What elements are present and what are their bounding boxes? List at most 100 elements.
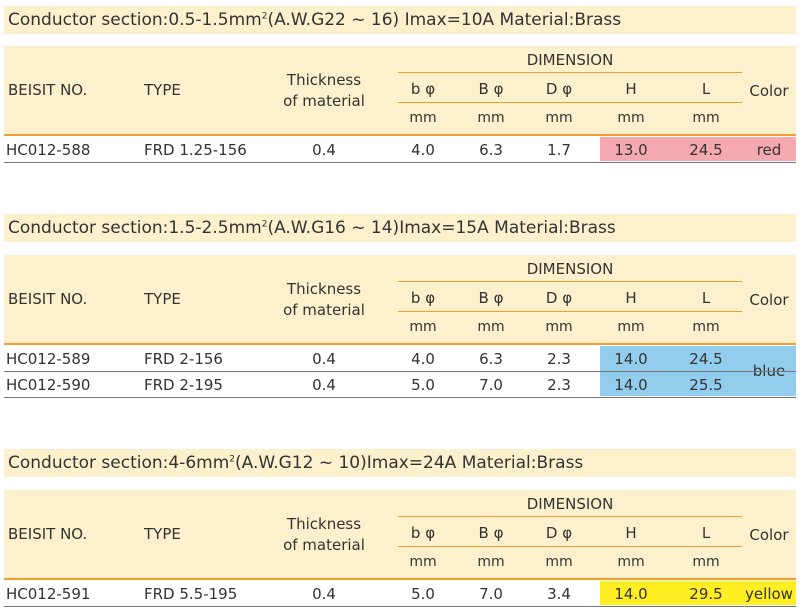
b-small-value: 4.0 — [411, 350, 435, 368]
spec-table: BEISIT NO. TYPE Thickness of material DIMENS… — [4, 255, 796, 398]
header-d: D φ — [545, 80, 573, 98]
type-code: FRD 5.5-195 — [144, 585, 238, 603]
thickness-value: 0.4 — [312, 585, 336, 603]
section-title-superscript: 2 — [261, 219, 268, 230]
b-large-value: 6.3 — [479, 350, 503, 368]
header-unit-mm: mm — [692, 110, 720, 126]
header-b-small: b φ — [410, 524, 436, 542]
dimension-divider — [398, 72, 742, 73]
d-value: 1.7 — [547, 141, 571, 159]
color-value: yellow — [745, 585, 793, 603]
type-code: FRD 1.25-156 — [144, 141, 247, 159]
l-value: 24.5 — [689, 141, 723, 159]
section-title: Conductor section:0.5-1.5mm2(A.W.G22 ~ 1… — [4, 6, 796, 34]
b-small-value: 5.0 — [411, 585, 435, 603]
header-thickness-line1: Thickness — [286, 280, 362, 298]
header-thickness-line2: of material — [283, 536, 365, 554]
b-small-value: 5.0 — [411, 376, 435, 394]
header-unit-mm: mm — [545, 110, 573, 126]
header-b-large: B φ — [478, 524, 504, 542]
section-title-rest: (A.W.G16 ~ 14)Imax=15A Material:Brass — [267, 218, 616, 238]
header-unit-mm: mm — [409, 554, 437, 570]
unit-divider — [398, 546, 742, 547]
header-d: D φ — [545, 524, 573, 542]
header-color: Color — [749, 82, 789, 100]
header-type: TYPE — [144, 525, 181, 543]
header-unit-mm: mm — [617, 554, 645, 570]
header-l: L — [701, 289, 711, 307]
section-title: Conductor section:4-6mm2(A.W.G12 ~ 10)Im… — [4, 449, 796, 477]
unit-divider — [398, 311, 742, 312]
section-title: Conductor section:1.5-2.5mm2(A.W.G16 ~ 1… — [4, 214, 796, 242]
header-b-large: B φ — [478, 289, 504, 307]
table-header-background — [4, 46, 796, 135]
header-b-small: b φ — [410, 80, 436, 98]
b-small-value: 4.0 — [411, 141, 435, 159]
beisit-number: HC012-588 — [6, 141, 91, 159]
header-thickness-line1: Thickness — [286, 71, 362, 89]
d-value: 2.3 — [547, 350, 571, 368]
header-unit-mm: mm — [477, 110, 505, 126]
header-unit-mm: mm — [409, 319, 437, 335]
section-title-text: Conductor section:0.5-1.5mm — [8, 10, 262, 30]
type-code: FRD 2-156 — [144, 350, 223, 368]
section-title-text: Conductor section:4-6mm — [8, 453, 230, 473]
thickness-value: 0.4 — [312, 376, 336, 394]
table-header-background — [4, 255, 796, 344]
spec-table: BEISIT NO. TYPE Thickness of material DIMENS… — [4, 46, 796, 163]
header-thickness-line2: of material — [283, 301, 365, 319]
header-h: H — [625, 289, 637, 307]
beisit-number: HC012-590 — [6, 376, 91, 394]
header-unit-mm: mm — [409, 110, 437, 126]
row-separator — [4, 606, 796, 607]
header-separator — [4, 134, 796, 136]
header-l: L — [701, 80, 711, 98]
header-dimension: DIMENSION — [526, 51, 614, 69]
h-value: 13.0 — [614, 141, 648, 159]
header-b-small: b φ — [410, 289, 436, 307]
header-color: Color — [749, 526, 789, 544]
dimension-divider — [398, 281, 742, 282]
header-separator — [4, 343, 796, 345]
color-value: red — [756, 141, 782, 159]
l-value: 29.5 — [689, 585, 723, 603]
header-h: H — [625, 524, 637, 542]
l-value: 24.5 — [689, 350, 723, 368]
type-code: FRD 2-195 — [144, 376, 223, 394]
header-d: D φ — [545, 289, 573, 307]
header-unit-mm: mm — [692, 319, 720, 335]
thickness-value: 0.4 — [312, 141, 336, 159]
row-separator — [4, 371, 796, 372]
header-color: Color — [749, 291, 789, 309]
header-unit-mm: mm — [545, 554, 573, 570]
d-value: 2.3 — [547, 376, 571, 394]
h-value: 14.0 — [614, 585, 648, 603]
section-title-superscript: 2 — [229, 454, 235, 465]
header-dimension: DIMENSION — [526, 260, 614, 278]
dimension-divider — [398, 516, 742, 517]
header-b-large: B φ — [478, 80, 504, 98]
table-header-background — [4, 490, 796, 579]
header-beisit-no: BEISIT NO. — [8, 81, 88, 99]
header-unit-mm: mm — [617, 110, 645, 126]
header-unit-mm: mm — [545, 319, 573, 335]
l-value: 25.5 — [689, 376, 723, 394]
spec-table: BEISIT NO. TYPE Thickness of material DIMENS… — [4, 490, 796, 607]
header-unit-mm: mm — [477, 554, 505, 570]
header-unit-mm: mm — [477, 319, 505, 335]
b-large-value: 7.0 — [479, 585, 503, 603]
header-l: L — [701, 524, 711, 542]
row-separator — [4, 397, 796, 398]
section-title-rest: (A.W.G22 ~ 16) Imax=10A Material:Brass — [267, 10, 622, 30]
header-thickness-line2: of material — [283, 92, 365, 110]
section-title-rest: (A.W.G12 ~ 10)Imax=24A Material:Brass — [235, 453, 584, 473]
header-beisit-no: BEISIT NO. — [8, 290, 88, 308]
beisit-number: HC012-591 — [6, 585, 91, 603]
unit-divider — [398, 102, 742, 103]
dimension-highlight — [600, 581, 796, 605]
header-unit-mm: mm — [692, 554, 720, 570]
header-h: H — [625, 80, 637, 98]
header-dimension: DIMENSION — [526, 495, 614, 513]
b-large-value: 7.0 — [479, 376, 503, 394]
dimension-highlight — [600, 137, 796, 161]
